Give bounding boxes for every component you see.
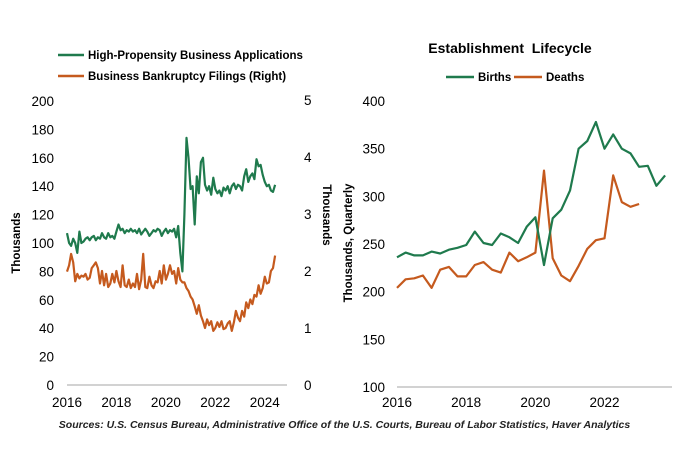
deaths-line: [396, 169, 640, 289]
right-chart-y-tick-label: 150: [362, 332, 385, 347]
legend-label-bankruptcy: Business Bankruptcy Filings (Right): [88, 71, 286, 83]
left-y-tick-label: 120: [31, 208, 54, 223]
right-y-axis-title: Thousands: [320, 184, 332, 245]
left-y-tick-label: 0: [46, 378, 54, 393]
left-y-tick-label: 200: [31, 94, 54, 109]
left-x-tick-label: 2022: [200, 395, 230, 410]
left-y-tick-label: 60: [39, 293, 54, 308]
left-x-tick-label: 2016: [52, 395, 82, 410]
right-chart-y-tick-label: 350: [362, 142, 385, 157]
right-chart-y-axis-title: Thousands, Quarterly: [343, 183, 355, 302]
right-chart-y-tick-label: 100: [362, 380, 385, 395]
right-chart-series-lines: [396, 120, 666, 289]
legend-label-deaths: Deaths: [546, 72, 584, 84]
left-y-tick-label: 140: [31, 179, 54, 194]
business-applications-line: [65, 136, 277, 273]
left-series-lines: [65, 136, 277, 332]
legend-label-applications: High-Propensity Business Applications: [88, 50, 303, 62]
right-chart-x-tick-label: 2018: [451, 395, 481, 410]
left-y-tick-label: 40: [39, 321, 54, 336]
births-line: [396, 120, 666, 267]
right-chart: Establishment Lifecycle Births Deaths Th…: [343, 40, 672, 410]
left-y-tick-label: 100: [31, 236, 54, 251]
right-chart-y-tick-labels: 100 150 200 250 300 350 400: [362, 94, 385, 395]
source-note: Sources: U.S. Census Bureau, Administrat…: [58, 419, 631, 431]
left-y-tick-labels: 0 20 40 60 80 100 120 140 160 180 200: [31, 94, 54, 393]
right-chart-y-tick-label: 300: [362, 189, 385, 204]
left-y-tick-label: 160: [31, 151, 54, 166]
right-y-tick-label: 1: [304, 321, 312, 336]
left-x-tick-labels: 2016 2018 2020 2022 2024: [52, 395, 280, 410]
right-y-tick-label: 3: [304, 207, 312, 222]
right-y-tick-label: 4: [304, 150, 312, 165]
left-x-tick-label: 2020: [151, 395, 181, 410]
right-y-tick-label: 2: [304, 264, 312, 279]
right-chart-y-tick-label: 200: [362, 285, 385, 300]
right-chart-x-tick-labels: 2016 2018 2020 2022: [382, 395, 620, 410]
left-x-tick-label: 2024: [250, 395, 281, 410]
legend-label-births: Births: [478, 72, 511, 84]
left-y-tick-label: 20: [39, 350, 54, 365]
right-chart-x-tick-label: 2020: [520, 395, 550, 410]
right-chart-y-tick-label: 250: [362, 237, 385, 252]
left-chart: High-Propensity Business Applications Bu…: [11, 50, 332, 410]
left-x-tick-label: 2018: [101, 395, 131, 410]
right-chart-x-tick-label: 2016: [382, 395, 412, 410]
right-chart-title: Establishment Lifecycle: [428, 40, 592, 56]
right-y-tick-label: 0: [304, 378, 312, 393]
bankruptcy-filings-line: [65, 252, 277, 332]
right-chart-y-tick-label: 400: [362, 94, 385, 109]
right-chart-x-tick-label: 2022: [590, 395, 620, 410]
right-y-tick-label: 5: [304, 93, 312, 108]
left-y-tick-label: 180: [31, 122, 54, 137]
left-y-axis-title: Thousands: [11, 212, 23, 273]
right-y-tick-labels: 0 1 2 3 4 5: [304, 93, 312, 393]
left-y-tick-label: 80: [39, 264, 54, 279]
